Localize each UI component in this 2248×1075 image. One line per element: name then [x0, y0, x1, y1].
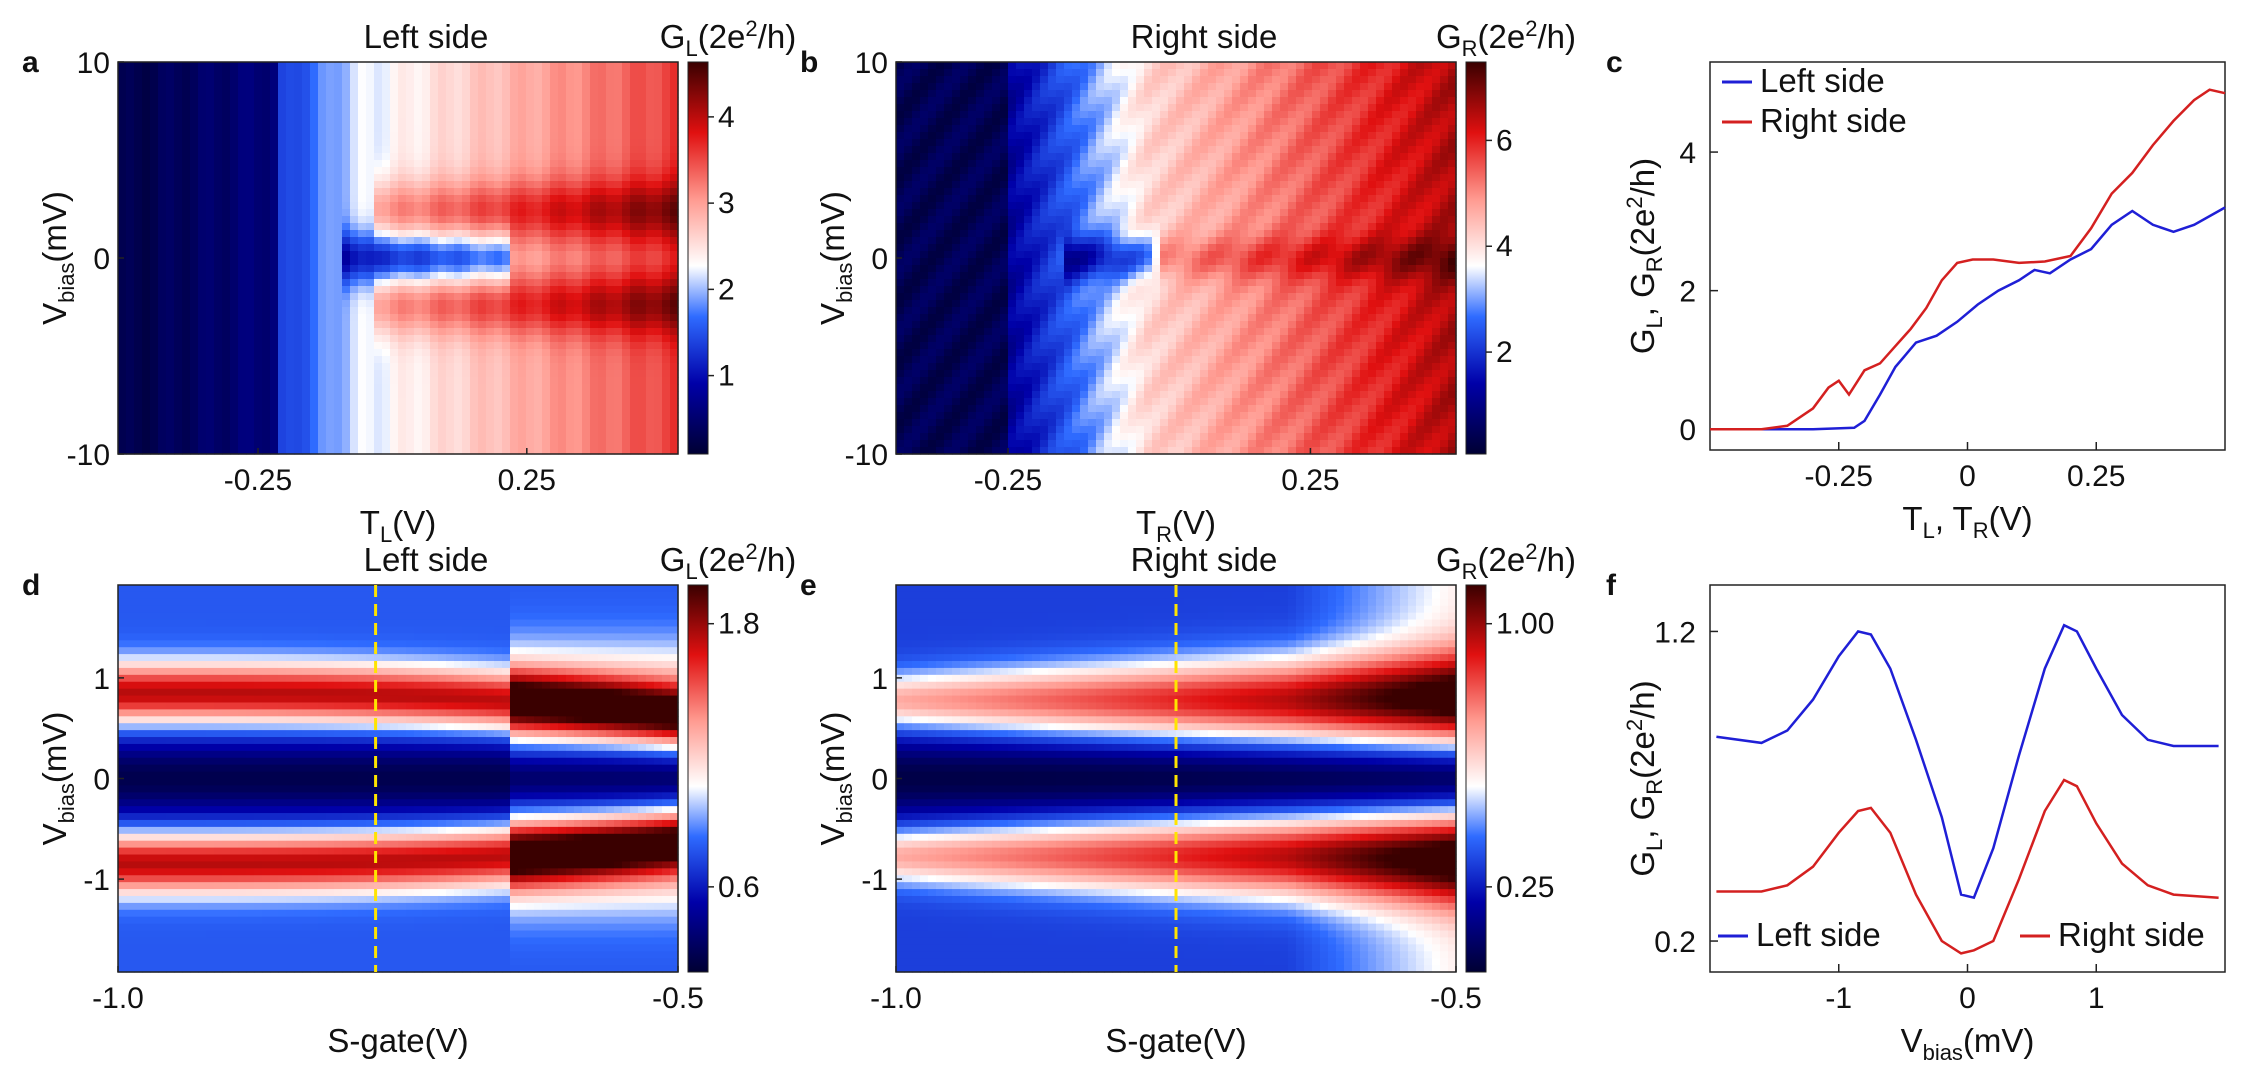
panel-b-letter: b	[800, 46, 818, 79]
colorbar-e	[1465, 584, 1487, 973]
heatmap-a-ytick-label: 10	[77, 47, 110, 80]
chart-f-xtick-label: 1	[2088, 982, 2105, 1015]
heatmap-d-image	[118, 585, 679, 973]
colorbar-b-tick-label: 4	[1496, 230, 1513, 263]
heatmap-b-xlabel: TR(V)	[1136, 504, 1216, 547]
heatmap-b-xtick-label: 0.25	[1281, 464, 1339, 497]
heatmap-e-ytick-label: 0	[871, 764, 888, 797]
colorbar-d-tick-label: 0.6	[718, 871, 760, 904]
heatmap-b-ylabel: Vbias(mV)	[814, 191, 857, 325]
colorbar-e-tick-label: 0.25	[1496, 871, 1554, 904]
chart-c-legend-label: Left side	[1760, 62, 1885, 99]
chart-c-xtick-label: -0.25	[1805, 460, 1873, 493]
chart-c-series-right-side	[1710, 88, 2226, 431]
chart-f-legend-label: Right side	[2058, 916, 2205, 953]
chart-f-series-left-side	[1716, 623, 2219, 900]
panel-e-letter: e	[800, 569, 817, 602]
heatmap-e-image	[896, 585, 1457, 973]
colorbar-e-label: GR(2e2/h)	[1436, 539, 1576, 584]
heatmap-b-ytick-label: 0	[871, 243, 888, 276]
heatmap-a-image	[118, 62, 679, 455]
panel-e: 1.00 0.25 -1.0 -0.5 1 0 -1 e Right side GR(2e2/h)…	[800, 539, 1576, 1059]
heatmap-a-ylabel: Vbias(mV)	[36, 191, 79, 325]
chart-f-xtick-label: 0	[1959, 982, 1976, 1015]
chart-c-legend-label: Right side	[1760, 102, 1907, 139]
chart-f-ytick-label: 0.2	[1654, 926, 1696, 959]
colorbar-d-label: GL(2e2/h)	[660, 539, 796, 584]
colorbar-b-tick-label: 6	[1496, 124, 1513, 157]
chart-c-ylabel: GL, GR(2e2/h)	[1622, 158, 1667, 354]
heatmap-d-xtick-label: -1.0	[92, 982, 144, 1015]
heatmap-d-ytick-label: 1	[93, 663, 110, 696]
colorbar-b-label: GR(2e2/h)	[1436, 16, 1576, 61]
chart-c-ytick-label: 0	[1679, 414, 1696, 447]
chart-f-xtick-label: -1	[1825, 982, 1852, 1015]
heatmap-d-xlabel: S-gate(V)	[327, 1022, 468, 1059]
colorbar-d-tick-label: 1.8	[718, 608, 760, 641]
chart-f-series-right-side	[1716, 778, 2219, 955]
chart-c-xtick-label: 0.25	[2067, 460, 2125, 493]
panel-a-title: Left side	[364, 18, 489, 55]
panel-b: 6 4 2 -0.25 0.25 10 0 -10 b Right side GR(2e2/h) TR…	[800, 16, 1576, 547]
panel-f: -1 0 1 0.2 1.2 Left side Right side f Vbias(mV) G…	[1606, 569, 2226, 1065]
heatmap-b-ytick-label: 10	[855, 47, 888, 80]
colorbar-a	[687, 61, 709, 455]
chart-f-xlabel: Vbias(mV)	[1901, 1022, 2035, 1065]
panel-e-title: Right side	[1131, 541, 1278, 578]
chart-c-series-left-side	[1710, 206, 2226, 431]
heatmap-a-xlabel: TL(V)	[360, 504, 436, 547]
panel-b-title: Right side	[1131, 18, 1278, 55]
heatmap-e-xlabel: S-gate(V)	[1105, 1022, 1246, 1059]
heatmap-a-xtick-label: -0.25	[224, 464, 292, 497]
panel-d: 1.8 0.6 -1.0 -0.5 1 0 -1 d Left side GL(2e2/h) S-g…	[22, 539, 796, 1059]
heatmap-a-xtick-label: 0.25	[498, 464, 556, 497]
colorbar-a-tick-label: 4	[718, 101, 735, 134]
chart-f-legend-label: Left side	[1756, 916, 1881, 953]
colorbar-e-tick-label: 1.00	[1496, 608, 1554, 641]
chart-f-ylabel: GL, GR(2e2/h)	[1622, 680, 1667, 876]
heatmap-d-xtick-label: -0.5	[652, 982, 704, 1015]
heatmap-b-xtick-label: -0.25	[974, 464, 1042, 497]
colorbar-b	[1465, 61, 1487, 455]
heatmap-b-image	[896, 62, 1457, 455]
panel-d-letter: d	[22, 569, 40, 602]
chart-f-frame	[1709, 584, 2226, 973]
heatmap-d-ytick-label: 0	[93, 764, 110, 797]
panel-a-letter: a	[22, 46, 39, 79]
heatmap-e-ytick-label: -1	[861, 864, 888, 897]
heatmap-e-ylabel: Vbias(mV)	[814, 712, 857, 846]
heatmap-e-xtick-label: -1.0	[870, 982, 922, 1015]
heatmap-a-ytick-label: -10	[67, 439, 110, 472]
colorbar-a-tick-label: 2	[718, 273, 735, 306]
colorbar-a-tick-label: 3	[718, 187, 735, 220]
heatmap-a-ytick-label: 0	[93, 243, 110, 276]
heatmap-e-xtick-label: -0.5	[1430, 982, 1482, 1015]
panel-c-letter: c	[1606, 46, 1623, 79]
chart-c-ytick-label: 4	[1679, 137, 1696, 170]
panel-d-title: Left side	[364, 541, 489, 578]
colorbar-a-tick-label: 1	[718, 360, 735, 393]
colorbar-b-tick-label: 2	[1496, 336, 1513, 369]
heatmap-e-ytick-label: 1	[871, 663, 888, 696]
chart-f-ytick-label: 1.2	[1654, 616, 1696, 649]
panel-a: 4 3 2 1 -0.25 0.25 10 0 -10 a Left side GL(2e2/h) TL…	[22, 16, 796, 547]
chart-c-ytick-label: 2	[1679, 276, 1696, 309]
colorbar-d	[687, 584, 709, 973]
chart-c-xlabel: TL, TR(V)	[1902, 500, 2032, 543]
heatmap-d-ytick-label: -1	[83, 864, 110, 897]
panel-f-letter: f	[1606, 569, 1617, 602]
colorbar-a-label: GL(2e2/h)	[660, 16, 796, 61]
chart-c-xtick-label: 0	[1959, 460, 1976, 493]
heatmap-d-ylabel: Vbias(mV)	[36, 712, 79, 846]
heatmap-b-ytick-label: -10	[845, 439, 888, 472]
